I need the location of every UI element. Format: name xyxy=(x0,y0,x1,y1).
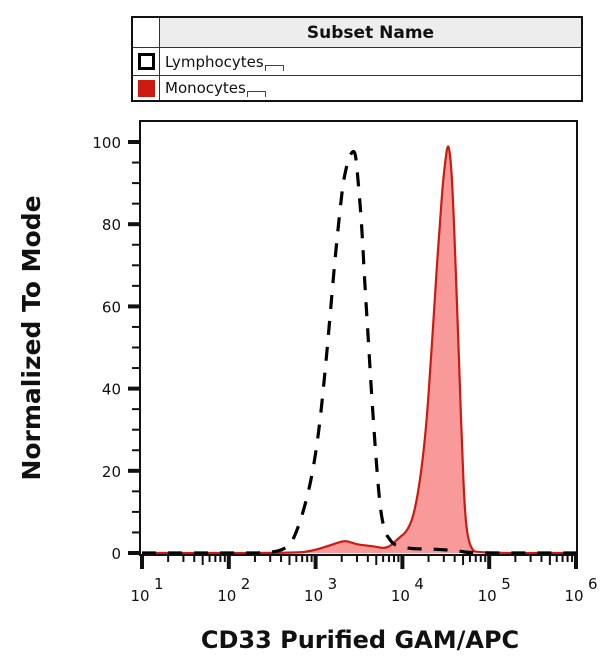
legend-header-row: Subset Name xyxy=(133,18,581,48)
legend-table: Subset Name Lymphocytes Monocytes xyxy=(131,16,583,102)
x-tick-exponent: 2 xyxy=(241,575,251,593)
y-tick-label: 60 xyxy=(102,298,121,316)
swatch-monocytes-icon xyxy=(137,79,155,97)
y-tick-label: 40 xyxy=(102,381,121,399)
x-tick-exponent: 4 xyxy=(414,575,424,593)
x-tick-exponent: 3 xyxy=(328,575,338,593)
y-axis-title: Normalized To Mode xyxy=(17,195,46,480)
x-tick-label: 10 xyxy=(391,587,410,605)
x-axis-title: CD33 Purified GAM/APC xyxy=(201,626,519,654)
legend-label-monocytes: Monocytes xyxy=(165,79,246,97)
subset-tail-icon xyxy=(246,91,266,97)
x-tick-label: 10 xyxy=(478,587,497,605)
y-axis: 0 20 40 60 80 100 xyxy=(92,134,140,563)
swatch-lymphocytes-icon xyxy=(137,53,155,70)
x-tick-exponent: 5 xyxy=(501,575,511,593)
monocytes-line xyxy=(142,145,576,555)
legend-label-lymphocytes: Lymphocytes xyxy=(165,52,264,71)
y-tick-label: 20 xyxy=(102,463,121,481)
plot-series xyxy=(142,145,576,555)
x-tick-exponent: 1 xyxy=(154,575,164,593)
legend-row-lymphocytes[interactable]: Lymphocytes xyxy=(133,48,581,76)
legend-header-label: Subset Name xyxy=(306,22,435,43)
x-tick-label: 10 xyxy=(564,587,583,605)
y-tick-label: 0 xyxy=(111,545,121,563)
x-tick-label: 10 xyxy=(130,587,149,605)
legend-header-swatch-cell xyxy=(133,18,160,47)
legend-row-monocytes[interactable]: Monocytes xyxy=(133,76,581,100)
y-tick-label: 100 xyxy=(92,134,121,152)
lymphocytes-line xyxy=(142,150,576,555)
y-tick-label: 80 xyxy=(102,216,121,234)
x-tick-exponent: 6 xyxy=(588,575,598,593)
x-tick-label: 10 xyxy=(304,587,323,605)
plot-frame xyxy=(139,120,578,556)
subset-tail-icon xyxy=(264,64,284,71)
x-tick-label: 10 xyxy=(217,587,236,605)
